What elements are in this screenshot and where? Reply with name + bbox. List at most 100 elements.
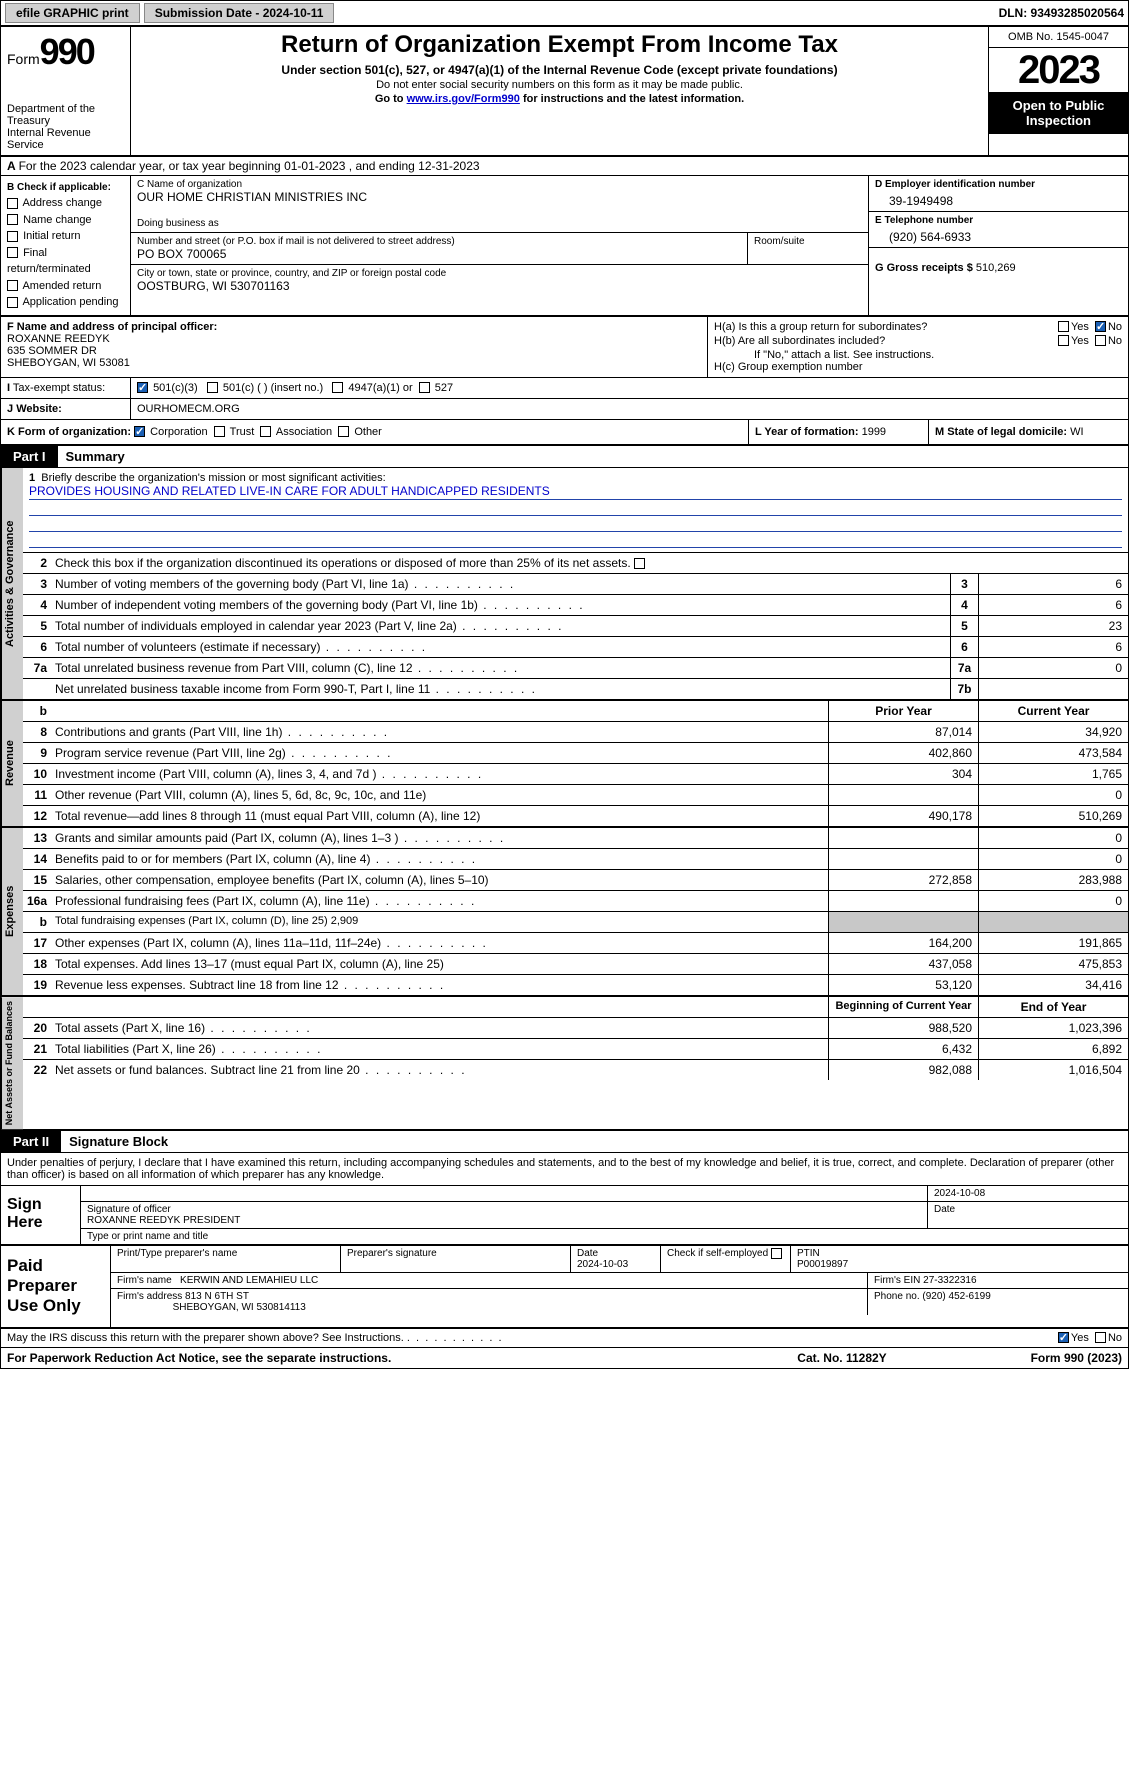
row-fh: F Name and address of principal officer:…: [1, 317, 1128, 378]
line20-text: Total assets (Part X, line 16): [51, 1018, 828, 1038]
line12-c: 510,269: [978, 806, 1128, 826]
discuss-text: May the IRS discuss this return with the…: [7, 1332, 404, 1344]
cb-discuss-yes[interactable]: [1058, 1332, 1069, 1343]
cb-hb-yes[interactable]: [1058, 335, 1069, 346]
mission-blank1: [29, 500, 1122, 516]
opt-trust: Trust: [230, 426, 255, 438]
cb-app-pending[interactable]: [7, 297, 18, 308]
line9-text: Program service revenue (Part VIII, line…: [51, 743, 828, 763]
irs-link[interactable]: www.irs.gov/Form990: [407, 93, 520, 105]
cb-final-return[interactable]: [7, 247, 18, 258]
form-org-label: K Form of organization:: [7, 426, 131, 438]
cb-address-change[interactable]: [7, 198, 18, 209]
firm-ein: 27-3322316: [923, 1275, 976, 1286]
lbl-initial-return: Initial return: [23, 230, 80, 242]
part1-header: Part I Summary: [1, 446, 1128, 468]
prep-name-label: Print/Type preparer's name: [111, 1246, 341, 1272]
room-label: Room/suite: [754, 236, 862, 247]
firm-phone-label: Phone no.: [874, 1291, 920, 1302]
cb-discontinued[interactable]: [634, 558, 645, 569]
preparer-block: Paid Preparer Use Only Print/Type prepar…: [1, 1246, 1128, 1329]
omb-number: OMB No. 1545-0047: [989, 27, 1128, 48]
line11-c: 0: [978, 785, 1128, 805]
form-title: Return of Organization Exempt From Incom…: [141, 31, 978, 59]
sig-date-label: Date: [928, 1202, 1128, 1228]
cb-other[interactable]: [338, 426, 349, 437]
part2-header: Part II Signature Block: [1, 1131, 1128, 1153]
prep-date: 2024-10-03: [577, 1259, 628, 1270]
rev-prior-hdr: Prior Year: [828, 701, 978, 721]
col-b-checkboxes: B Check if applicable: Address change Na…: [1, 176, 131, 315]
cb-hb-no[interactable]: [1095, 335, 1106, 346]
ein-value: 39-1949498: [875, 190, 1122, 208]
firm-addr-label: Firm's address: [117, 1291, 182, 1302]
line21-text: Total liabilities (Part X, line 26): [51, 1039, 828, 1059]
cb-4947[interactable]: [332, 382, 343, 393]
cb-527[interactable]: [419, 382, 430, 393]
section-netassets: Net Assets or Fund Balances Beginning of…: [1, 997, 1128, 1131]
line15-p: 272,858: [828, 870, 978, 890]
line18-p: 437,058: [828, 954, 978, 974]
h-c-text: H(c) Group exemption number: [714, 361, 1122, 373]
mission-blank3: [29, 532, 1122, 548]
line20-p: 988,520: [828, 1018, 978, 1038]
line19-text: Revenue less expenses. Subtract line 18 …: [51, 975, 828, 995]
cb-trust[interactable]: [214, 426, 225, 437]
cb-assoc[interactable]: [260, 426, 271, 437]
cb-corp[interactable]: [134, 426, 145, 437]
lbl-final-return: Final return/terminated: [7, 247, 91, 276]
line14-c: 0: [978, 849, 1128, 869]
cb-ha-yes[interactable]: [1058, 321, 1069, 332]
lbl-app-pending: Application pending: [22, 296, 118, 308]
line10-c: 1,765: [978, 764, 1128, 784]
h-b-note: If "No," attach a list. See instructions…: [714, 349, 1122, 361]
goto-pre: Go to: [375, 93, 407, 105]
line15-text: Salaries, other compensation, employee b…: [51, 870, 828, 890]
line9-p: 402,860: [828, 743, 978, 763]
cb-501c3[interactable]: [137, 382, 148, 393]
efile-print-button[interactable]: efile GRAPHIC print: [5, 3, 140, 23]
cb-initial-return[interactable]: [7, 231, 18, 242]
line8-c: 34,920: [978, 722, 1128, 742]
sig-officer-name: ROXANNE REEDYK PRESIDENT: [87, 1215, 921, 1226]
gross-value: 510,269: [976, 262, 1016, 274]
opt-corp: Corporation: [150, 426, 207, 438]
ptin-value: P00019897: [797, 1259, 848, 1270]
line16a-text: Professional fundraising fees (Part IX, …: [51, 891, 828, 911]
line7b-val: [978, 679, 1128, 699]
sig-name-label: Type or print name and title: [81, 1229, 1128, 1244]
line6-val: 6: [978, 637, 1128, 657]
firm-name: KERWIN AND LEMAHIEU LLC: [180, 1275, 318, 1286]
city-label: City or town, state or province, country…: [137, 268, 862, 279]
dln-label: DLN: 93493285020564: [999, 6, 1124, 20]
officer-name: ROXANNE REEDYK: [7, 333, 701, 345]
line16a-p: [828, 891, 978, 911]
line15-c: 283,988: [978, 870, 1128, 890]
ssn-note: Do not enter social security numbers on …: [141, 79, 978, 91]
h-a-text: H(a) Is this a group return for subordin…: [714, 321, 1058, 333]
cb-discuss-no[interactable]: [1095, 1332, 1106, 1343]
cat-no: Cat. No. 11282Y: [742, 1351, 942, 1365]
dba-label: Doing business as: [137, 218, 862, 229]
opt-4947: 4947(a)(1) or: [348, 382, 412, 394]
org-name-label: C Name of organization: [137, 179, 862, 190]
cb-name-change[interactable]: [7, 214, 18, 225]
cb-501c[interactable]: [207, 382, 218, 393]
line22-c: 1,016,504: [978, 1060, 1128, 1080]
opt-other: Other: [354, 426, 382, 438]
treasury-dept: Department of the Treasury: [7, 103, 124, 127]
sig-date: 2024-10-08: [928, 1186, 1128, 1201]
cb-ha-no[interactable]: [1095, 321, 1106, 332]
line11-text: Other revenue (Part VIII, column (A), li…: [51, 785, 828, 805]
cb-self-employed[interactable]: [771, 1248, 782, 1259]
mission-answer: PROVIDES HOUSING AND RELATED LIVE-IN CAR…: [29, 484, 1122, 500]
header-center: Return of Organization Exempt From Incom…: [131, 27, 988, 155]
line8-text: Contributions and grants (Part VIII, lin…: [51, 722, 828, 742]
line12-p: 490,178: [828, 806, 978, 826]
principal-officer: F Name and address of principal officer:…: [1, 317, 708, 377]
line13-p: [828, 828, 978, 848]
line9-c: 473,584: [978, 743, 1128, 763]
line3-text: Number of voting members of the governin…: [51, 574, 950, 594]
cb-amended[interactable]: [7, 280, 18, 291]
line4-text: Number of independent voting members of …: [51, 595, 950, 615]
